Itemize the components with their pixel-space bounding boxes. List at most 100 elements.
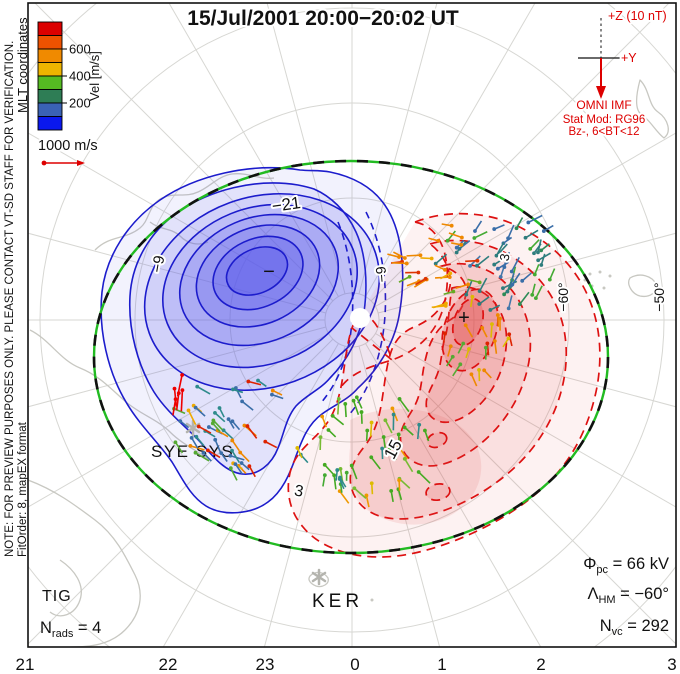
velocity-vector-tail — [398, 398, 410, 413]
velocity-vector-dot — [391, 412, 396, 417]
velocity-vector-dot — [196, 424, 201, 429]
velocity-vector-dot — [263, 439, 268, 444]
velocity-vector-dot — [505, 289, 510, 294]
velocity-vector-tail — [337, 398, 340, 415]
velocity-vector-tail — [174, 441, 184, 454]
velocity-vector-tail — [418, 471, 431, 484]
velocity-vector-dot — [532, 251, 536, 256]
colorbar-tick-label: 200 — [69, 96, 91, 111]
velocity-vector-dot — [475, 258, 480, 263]
velocity-vector-dot — [528, 246, 533, 251]
velocity-vector-tail — [448, 232, 463, 239]
velocity-vector-dot — [407, 274, 412, 279]
velocity-vector-tail — [230, 467, 238, 481]
velocity-vector-dot — [502, 292, 507, 297]
grid-mlt-meridian — [34, 3, 334, 302]
stat-lambda-hm: ΛHM = −60° — [587, 585, 669, 606]
velocity-vector-tail — [519, 291, 530, 305]
grid-mlt-meridian — [375, 333, 676, 508]
stat-n-rads: Nrads = 4 — [40, 619, 101, 640]
velocity-vector-tail — [369, 422, 373, 437]
velocity-vector-tail — [231, 450, 241, 464]
velocity-vector-dot — [359, 410, 364, 414]
velocity-vector-tail — [384, 419, 393, 434]
velocity-vector-dot — [495, 266, 500, 271]
velocity-vector-dot — [230, 419, 235, 424]
velocity-vector-tail — [515, 217, 524, 229]
island-dots — [370, 270, 612, 602]
colorbar-segment — [37, 89, 63, 104]
velocity-vector-dot — [337, 489, 342, 494]
coastline-new-zealand — [635, 79, 669, 139]
station-label: SYE SYS — [151, 442, 234, 461]
velocity-vector-dot — [498, 316, 502, 321]
velocity-vector-tail — [467, 278, 480, 284]
mlt-hour-label: 3 — [667, 655, 676, 674]
velocity-vector-dot — [231, 387, 235, 392]
velocity-vector-dot — [506, 336, 511, 341]
velocity-vector-dot — [443, 331, 447, 336]
velocity-vector-tail — [190, 437, 199, 449]
velocity-vector-tail — [476, 255, 490, 267]
velocity-vector-dot — [194, 434, 199, 439]
velocity-vector-tail — [478, 296, 490, 305]
velocity-vector-tail — [214, 412, 226, 423]
velocity-vector-dot — [351, 398, 356, 403]
velocity-vector-dot — [423, 276, 428, 281]
velocity-vector-dot — [520, 278, 525, 283]
velocity-vector-tail — [195, 436, 205, 447]
grid-mlt-meridian — [28, 338, 334, 645]
velocity-vector-tail — [356, 396, 363, 409]
velocity-vector-dot — [213, 410, 217, 415]
potential-extremum-marker: + — [458, 307, 470, 329]
velocity-vector-dot — [445, 238, 450, 243]
station-label: KER — [312, 591, 363, 612]
velocity-vector-dot — [536, 250, 540, 255]
velocity-vector-tail — [231, 439, 240, 452]
velocity-vector-tail — [413, 278, 428, 288]
grid-mlt-meridian — [370, 338, 676, 645]
velocity-vector-dot — [228, 453, 233, 458]
velocity-vector-tail — [404, 426, 414, 436]
velocity-vector-dot — [193, 450, 198, 455]
velocity-vector-tail — [324, 464, 336, 477]
velocity-vector-dot — [242, 423, 247, 428]
velocity-vector-tail — [339, 490, 350, 504]
velocity-vector-tail — [446, 230, 456, 242]
station-label: TIG — [42, 588, 72, 605]
velocity-vector-dot — [429, 256, 434, 261]
velocity-vector-dot — [383, 418, 388, 423]
velocity-vector-dot — [448, 271, 453, 276]
velocity-vector-tail — [388, 449, 397, 461]
mlt-hour-label: 22 — [159, 655, 178, 674]
velocity-vector-dot — [495, 313, 500, 317]
fit-order-note: FitOrder: 8, mapEX format — [17, 421, 29, 557]
velocity-vector-tail — [370, 456, 381, 470]
velocity-vector-dot — [193, 405, 198, 410]
velocity-vector-dot — [354, 395, 359, 400]
imf-vector-arrowhead — [596, 86, 606, 99]
velocity-vector-dot — [206, 425, 211, 429]
velocity-vector-tail — [180, 390, 184, 412]
velocity-vector-dot — [470, 294, 475, 299]
velocity-vector-dot — [459, 235, 464, 240]
velocity-vector-dot — [450, 354, 455, 359]
left-margin-notes: NOTE: FOR PREVIEW PURPOSES ONLY. PLEASE … — [4, 17, 30, 557]
velocity-vector-dot — [240, 399, 245, 404]
velocity-vector-dot — [270, 388, 275, 393]
velocity-vector-dot — [523, 235, 528, 240]
velocity-vector-tail — [416, 424, 421, 440]
velocity-vector-tail — [537, 239, 542, 253]
mlt-coordinates-note: MLT coordinates — [15, 17, 30, 113]
station-marker-syowa — [185, 419, 201, 437]
velocity-vector-dot — [318, 435, 323, 440]
velocity-vector-tail — [465, 324, 474, 338]
velocity-vector-dot — [475, 263, 479, 268]
colorbar-segment — [37, 75, 63, 90]
velocity-vector-tail — [365, 495, 370, 508]
velocity-vector-dot — [320, 414, 325, 419]
velocity-vector-dot — [336, 396, 341, 401]
velocity-vector-dot — [483, 345, 488, 350]
grid-mlt-meridian — [370, 3, 670, 302]
